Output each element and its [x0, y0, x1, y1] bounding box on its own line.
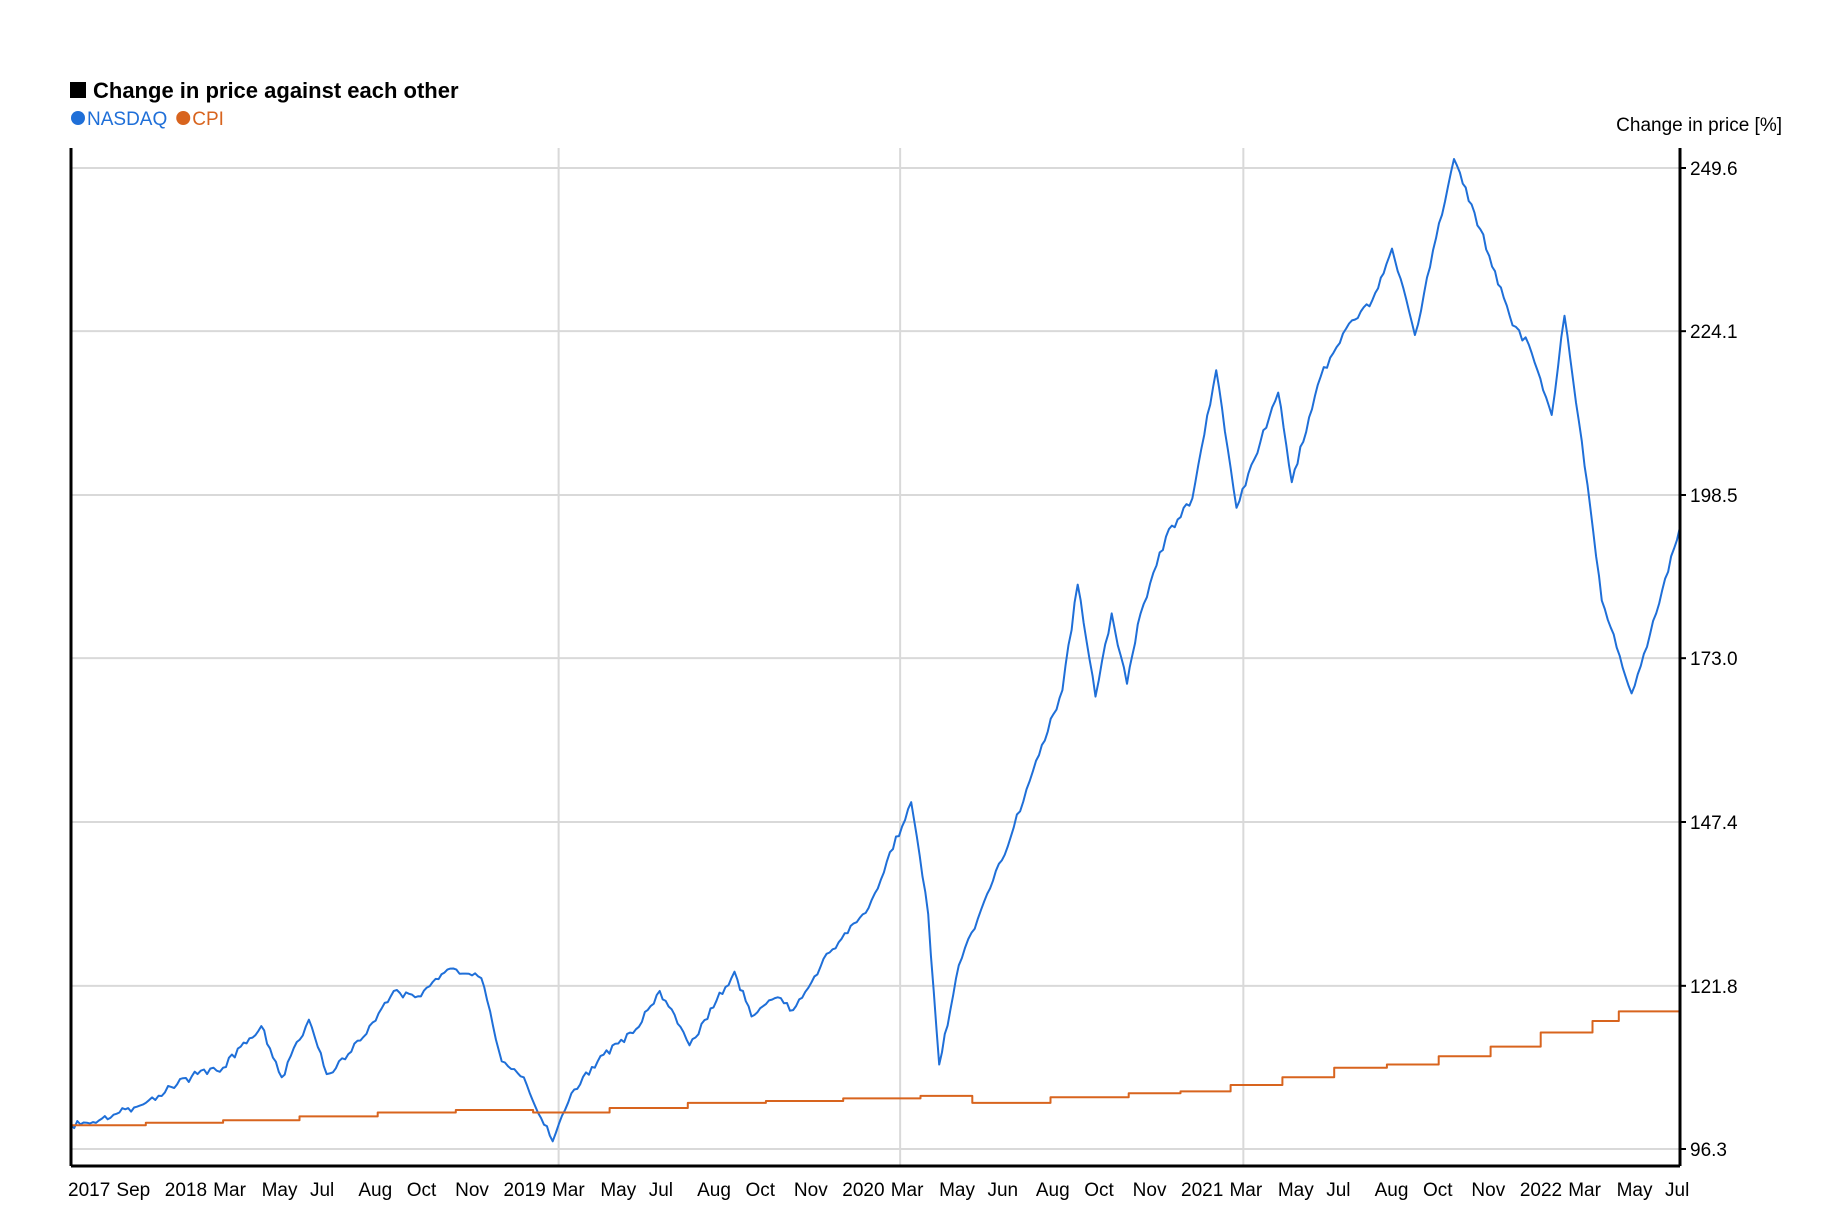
- y-tick-label: 198.5: [1690, 486, 1738, 507]
- y-tick-label: 96.3: [1690, 1140, 1727, 1161]
- legend-label-nasdaq: NASDAQ: [87, 109, 167, 130]
- x-tick-label: Oct: [746, 1180, 776, 1201]
- x-tick-label: Nov: [1133, 1180, 1167, 1201]
- x-tick-labels: 2017 Sep 2018 Mar May Jul Aug Oct Nov 2019 Mar May J…: [68, 1180, 1689, 1201]
- series-line-nasdaq: [70, 158, 1681, 1143]
- x-tick-label: Nov: [794, 1180, 828, 1201]
- x-tick-label: Mar: [213, 1180, 246, 1201]
- x-tick-label: 2022: [1520, 1180, 1562, 1201]
- series-layer: [70, 158, 1681, 1143]
- grid: [71, 148, 1680, 1166]
- y-tick-label: 224.1: [1690, 322, 1738, 343]
- x-tick-label: Sep: [116, 1180, 150, 1201]
- y-tick-labels: 249.6 224.1 198.5 173.0 147.4 121.8 96.3: [1680, 159, 1738, 1161]
- series-line-cpi: [71, 1010, 1680, 1127]
- x-tick-label: Aug: [1375, 1180, 1409, 1201]
- title-marker-icon: [70, 82, 86, 98]
- chart-title: Change in price against each other: [93, 78, 459, 103]
- x-tick-label: Nov: [455, 1180, 489, 1201]
- y-tick-label: 121.8: [1690, 977, 1738, 998]
- x-tick-label: Oct: [1423, 1180, 1453, 1201]
- x-tick-label: Jul: [1326, 1180, 1350, 1201]
- x-tick-label: 2019: [504, 1180, 546, 1201]
- legend-dot-icon: [176, 111, 191, 125]
- x-tick-label: May: [1278, 1180, 1314, 1201]
- x-tick-label: 2020: [842, 1180, 884, 1201]
- x-tick-label: Jul: [310, 1180, 334, 1201]
- legend: NASDAQ CPI: [71, 109, 224, 130]
- x-tick-label: Aug: [358, 1180, 392, 1201]
- x-tick-label: Jul: [1665, 1180, 1689, 1201]
- x-tick-label: Oct: [1084, 1180, 1114, 1201]
- y-axis-label: Change in price [%]: [1616, 115, 1782, 136]
- y-tick-label: 173.0: [1690, 649, 1738, 670]
- x-tick-label: Jul: [649, 1180, 673, 1201]
- x-tick-label: Mar: [891, 1180, 924, 1201]
- x-tick-label: 2021: [1181, 1180, 1223, 1201]
- y-tick-label: 147.4: [1690, 813, 1738, 834]
- x-tick-label: May: [1617, 1180, 1653, 1201]
- x-tick-label: 2017: [68, 1180, 110, 1201]
- y-tick-label: 249.6: [1690, 159, 1738, 180]
- x-tick-label: May: [939, 1180, 975, 1201]
- x-tick-label: Mar: [1568, 1180, 1601, 1201]
- x-tick-label: Jun: [987, 1180, 1018, 1201]
- x-tick-label: Nov: [1471, 1180, 1505, 1201]
- axes: [69, 148, 1682, 1168]
- legend-dot-icon: [71, 111, 85, 125]
- legend-label-cpi: CPI: [192, 109, 224, 130]
- x-tick-label: 2018: [165, 1180, 207, 1201]
- x-tick-label: May: [600, 1180, 636, 1201]
- x-tick-label: Aug: [1036, 1180, 1070, 1201]
- x-tick-label: Aug: [697, 1180, 731, 1201]
- x-tick-label: May: [262, 1180, 298, 1201]
- x-tick-label: Mar: [1229, 1180, 1262, 1201]
- x-tick-label: Mar: [552, 1180, 585, 1201]
- x-tick-label: Oct: [407, 1180, 437, 1201]
